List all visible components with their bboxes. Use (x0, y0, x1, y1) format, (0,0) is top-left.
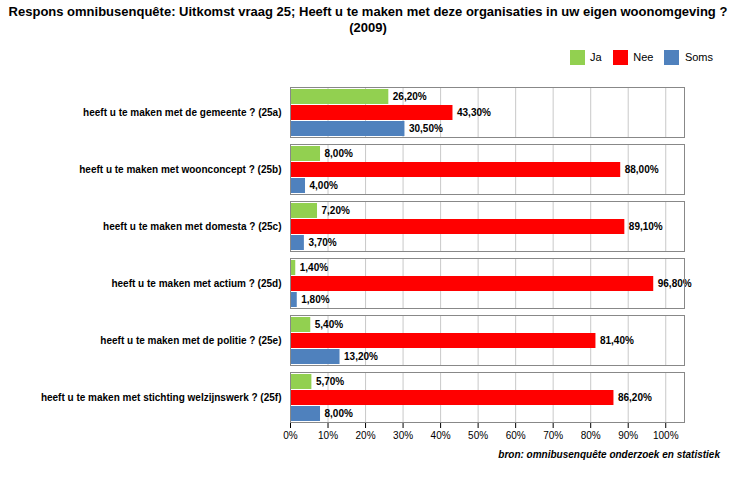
svg-text:60%: 60% (506, 430, 526, 441)
html-text:Respons omnibusenquête: Uitkom: Respons omnibusenquête: Uitkomst vraag 2… (8, 4, 728, 36)
svg-text:81,40%: 81,40% (600, 335, 634, 346)
svg-text:7,20%: 7,20% (322, 205, 350, 216)
svg-text:70%: 70% (543, 430, 563, 441)
html-text:bron: omnibusenquête onderzoek: bron: omnibusenquête onderzoek en statis… (498, 449, 720, 460)
svg-text:13,20%: 13,20% (344, 351, 378, 362)
svg-text:5,70%: 5,70% (316, 376, 344, 387)
svg-text:0%: 0% (283, 430, 298, 441)
svg-text:89,10%: 89,10% (629, 221, 663, 232)
svg-text:1,40%: 1,40% (300, 262, 328, 273)
svg-text:88,00%: 88,00% (625, 164, 659, 175)
svg-text:heeft u te maken met stichting: heeft u te maken met stichting welzijnsw… (41, 392, 282, 403)
svg-text:100%: 100% (653, 430, 679, 441)
svg-text:heeft u te maken met actium ?: heeft u te maken met actium ? (25d) (111, 278, 281, 289)
svg-text:heeft u te maken met de gemeen: heeft u te maken met de gemeente ? (25a) (83, 107, 281, 118)
svg-text:50%: 50% (468, 430, 488, 441)
svg-text:heeft u te maken met woonconce: heeft u te maken met woonconcept ? (25b) (79, 164, 281, 175)
svg-text:5,40%: 5,40% (315, 319, 343, 330)
svg-text:4,00%: 4,00% (310, 180, 338, 191)
svg-text:20%: 20% (356, 430, 376, 441)
html-text:Nee: Nee (633, 51, 654, 63)
svg-text:40%: 40% (431, 430, 451, 441)
svg-text:8,00%: 8,00% (325, 408, 353, 419)
svg-text:1,80%: 1,80% (301, 294, 329, 305)
svg-text:90%: 90% (618, 430, 638, 441)
svg-text:26,20%: 26,20% (393, 91, 427, 102)
svg-text:30%: 30% (393, 430, 413, 441)
svg-text:43,30%: 43,30% (457, 107, 491, 118)
html-text:Ja: Ja (590, 51, 602, 63)
svg-text:86,20%: 86,20% (618, 392, 652, 403)
svg-text:heeft u te maken met de politi: heeft u te maken met de politie ? (25e) (100, 335, 281, 346)
svg-text:3,70%: 3,70% (308, 237, 336, 248)
svg-text:30,50%: 30,50% (409, 123, 443, 134)
svg-text:10%: 10% (318, 430, 338, 441)
svg-text:8,00%: 8,00% (325, 148, 353, 159)
svg-text:heeft u te maken met domesta ?: heeft u te maken met domesta ? (25c) (103, 221, 281, 232)
html-text:Soms: Soms (684, 51, 713, 63)
svg-text:96,80%: 96,80% (658, 278, 692, 289)
svg-text:80%: 80% (581, 430, 601, 441)
